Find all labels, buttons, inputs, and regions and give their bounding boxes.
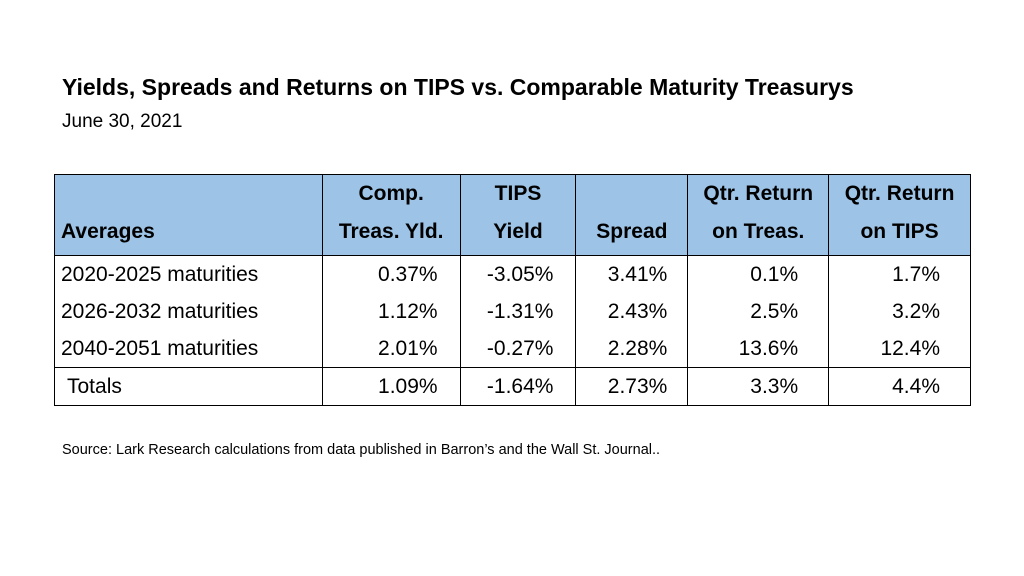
header-row: Averages Comp. Treas. Yld. TIPS Yield Spread Q… bbox=[54, 174, 971, 256]
header-line: Yield bbox=[493, 220, 543, 243]
header-line: Spread bbox=[596, 220, 668, 243]
cell: 3.2% bbox=[828, 293, 971, 330]
column-header: Qtr. Return on Treas. bbox=[687, 174, 830, 256]
header-line: Comp. bbox=[358, 182, 424, 205]
header-line: on Treas. bbox=[712, 220, 805, 243]
cell: 1.12% bbox=[322, 293, 461, 330]
cell: -0.27% bbox=[460, 330, 577, 368]
column-header: TIPS Yield bbox=[460, 174, 577, 256]
table-row: 2020-2025 maturities 0.37% -3.05% 3.41% 0.1%… bbox=[54, 255, 971, 293]
cell: 0.1% bbox=[687, 255, 830, 293]
subtitle: June 30, 2021 bbox=[62, 111, 183, 132]
column-header: Spread bbox=[575, 174, 689, 256]
cell: 4.4% bbox=[828, 367, 971, 406]
cell: 2.01% bbox=[322, 330, 461, 368]
header-line: Qtr. Return bbox=[703, 182, 814, 205]
cell: 2.73% bbox=[575, 367, 689, 406]
header-line: Treas. Yld. bbox=[338, 220, 444, 243]
row-label: 2040-2051 maturities bbox=[54, 330, 323, 368]
table-row: 2026-2032 maturities 1.12% -1.31% 2.43% 2.5%… bbox=[54, 293, 971, 330]
cell: 1.09% bbox=[322, 367, 461, 406]
data-table: Averages Comp. Treas. Yld. TIPS Yield Spread Q… bbox=[54, 174, 971, 406]
cell: -3.05% bbox=[460, 255, 577, 293]
cell: 12.4% bbox=[828, 330, 971, 368]
title: Yields, Spreads and Returns on TIPS vs. … bbox=[62, 74, 854, 100]
cell: -1.31% bbox=[460, 293, 577, 330]
column-header: Comp. Treas. Yld. bbox=[322, 174, 461, 256]
cell: 1.7% bbox=[828, 255, 971, 293]
table-row: Totals 1.09% -1.64% 2.73% 3.3% 4.4% bbox=[54, 367, 971, 406]
cell: 0.37% bbox=[322, 255, 461, 293]
cell: 2.5% bbox=[687, 293, 830, 330]
column-header: Averages bbox=[54, 174, 323, 256]
row-label: 2026-2032 maturities bbox=[54, 293, 323, 330]
header-line: TIPS bbox=[494, 182, 542, 205]
cell: 3.3% bbox=[687, 367, 830, 406]
header-line: on TIPS bbox=[860, 220, 939, 243]
header-line: Qtr. Return bbox=[844, 182, 955, 205]
column-header: Qtr. Return on TIPS bbox=[828, 174, 971, 256]
row-label: Totals bbox=[54, 367, 323, 406]
cell: 13.6% bbox=[687, 330, 830, 368]
table-row: 2040-2051 maturities 2.01% -0.27% 2.28% 13.6… bbox=[54, 330, 971, 368]
header-line: Averages bbox=[61, 220, 155, 243]
row-label: 2020-2025 maturities bbox=[54, 255, 323, 293]
cell: 2.28% bbox=[575, 330, 689, 368]
cell: -1.64% bbox=[460, 367, 577, 406]
source-note: Source: Lark Research calculations from … bbox=[62, 442, 661, 458]
table-body: 2020-2025 maturities 0.37% -3.05% 3.41% 0.1%… bbox=[54, 255, 971, 406]
cell: 2.43% bbox=[575, 293, 689, 330]
cell: 3.41% bbox=[575, 255, 689, 293]
